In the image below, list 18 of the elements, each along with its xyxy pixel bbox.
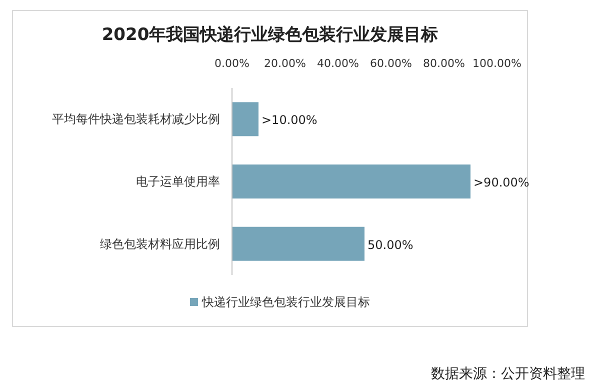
x-tick-label: 0.00% — [214, 57, 250, 70]
chart-title: 2020年我国快递行业绿色包装行业发展目标 — [102, 25, 438, 45]
data-label: 50.00% — [368, 238, 414, 252]
y-tick-label: 电子运单使用率 — [136, 174, 220, 188]
legend-label: 快递行业绿色包装行业发展目标 — [201, 295, 370, 309]
data-label: >90.00% — [474, 176, 530, 190]
x-tick-label: 80.00% — [423, 57, 465, 70]
y-tick-label: 绿色包装材料应用比例 — [100, 236, 220, 251]
x-tick-label: 20.00% — [264, 57, 306, 70]
y-tick-label: 平均每件快递包装耗材减少比例 — [52, 112, 220, 126]
bar — [232, 164, 470, 198]
bar — [232, 102, 258, 136]
x-tick-label: 60.00% — [370, 57, 412, 70]
x-tick-label: 100.00% — [472, 57, 522, 70]
x-tick-label: 40.00% — [317, 57, 359, 70]
bar — [232, 226, 364, 261]
data-label: >10.00% — [262, 113, 318, 128]
source-note: 数据来源：公开资料整理 — [431, 366, 585, 382]
